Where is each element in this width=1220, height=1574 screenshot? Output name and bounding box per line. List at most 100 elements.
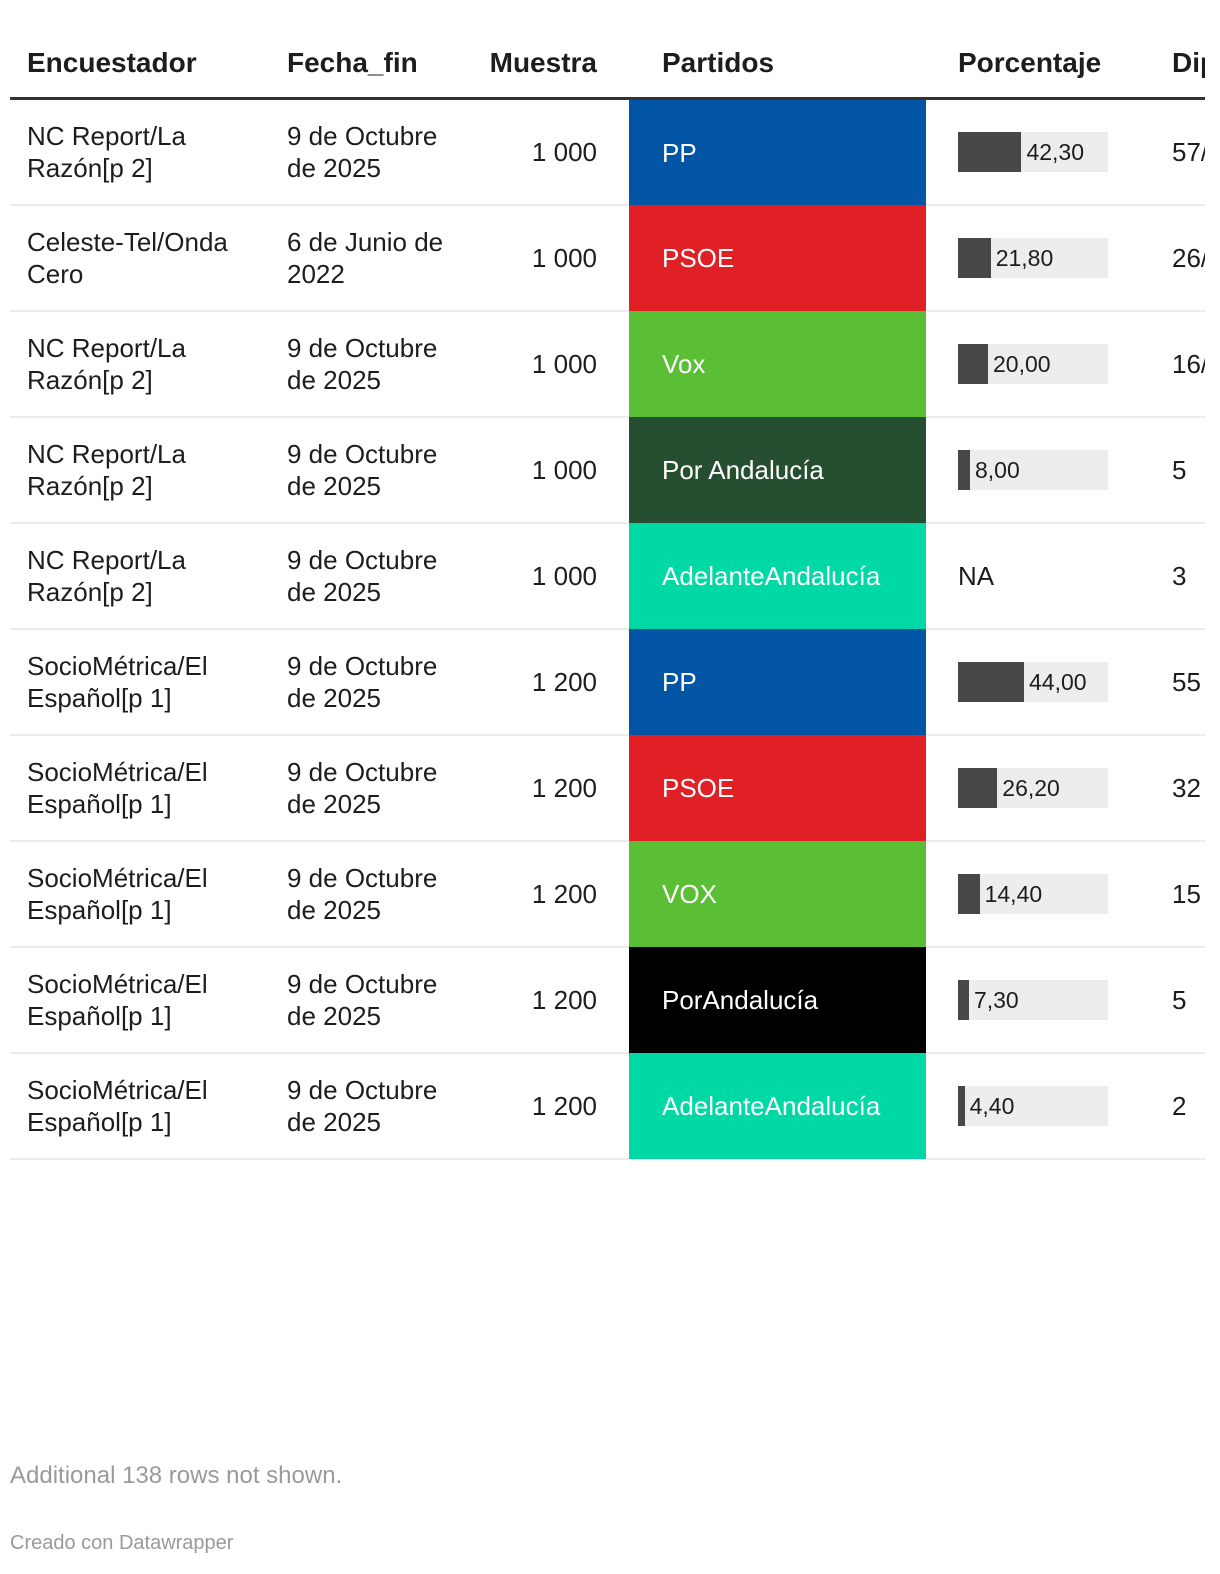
porcentaje-cell: 42,30 [926, 98, 1155, 206]
porcentaje-bar-fill [958, 132, 1022, 172]
porcentaje-cell: 20,00 [926, 311, 1155, 418]
dip-cell: 16/ [1155, 311, 1205, 418]
header-partidos[interactable]: Partidos [629, 28, 926, 100]
header-porcentaje[interactable]: Porcentaje [926, 28, 1155, 100]
porcentaje-cell: 44,00 [926, 629, 1155, 736]
header-row: Encuestador Fecha_fin Muestra Partidos P… [10, 28, 1205, 100]
porcentaje-bar: 42,30 [958, 132, 1108, 172]
dip-cell: 26/ [1155, 205, 1205, 312]
porcentaje-bar-fill [958, 450, 970, 490]
table-container: Encuestador Fecha_fin Muestra Partidos P… [10, 28, 1205, 1160]
dip-cell: 57/ [1155, 98, 1205, 206]
porcentaje-bar-fill [958, 768, 998, 808]
encuestador-cell: SocioMétrica/El Español[p 1] [10, 1053, 270, 1160]
fecha-cell: 9 de Octubre de 2025 [270, 311, 450, 418]
partido-cell: PP [629, 98, 926, 205]
porcentaje-value: 44,00 [1029, 669, 1087, 695]
table-row: NC Report/La Razón[p 2] 9 de Octubre de 2… [10, 311, 1205, 418]
table-row: SocioMétrica/El Español[p 1] 9 de Octubre… [10, 841, 1205, 948]
muestra-cell: 1 000 [450, 523, 629, 630]
porcentaje-value: 4,40 [969, 1093, 1015, 1119]
porcentaje-bar: 7,30 [958, 980, 1108, 1020]
dip-cell: 15 [1155, 841, 1205, 948]
table-row: SocioMétrica/El Español[p 1] 9 de Octubre… [10, 947, 1205, 1054]
porcentaje-bar: 4,40 [958, 1086, 1108, 1126]
table-row: NC Report/La Razón[p 2] 9 de Octubre de 2… [10, 417, 1205, 524]
partido-cell: PSOE [629, 205, 926, 311]
partido-cell: AdelanteAndalucía [629, 1053, 926, 1159]
porcentaje-bar: 20,00 [958, 344, 1108, 384]
partido-cell: Por Andalucía [629, 417, 926, 523]
porcentaje-bar-fill [958, 238, 991, 278]
header-muestra[interactable]: Muestra [450, 28, 629, 100]
header-dip[interactable]: Dip [1155, 28, 1205, 100]
porcentaje-cell: 26,20 [926, 735, 1155, 842]
porcentaje-cell: 8,00 [926, 417, 1155, 524]
partido-cell: VOX [629, 841, 926, 947]
porcentaje-value: 8,00 [975, 457, 1020, 483]
porcentaje-cell: 21,80 [926, 205, 1155, 312]
dip-cell: 5 [1155, 417, 1205, 524]
fecha-cell: 9 de Octubre de 2025 [270, 841, 450, 948]
table-row: SocioMétrica/El Español[p 1] 9 de Octubre… [10, 1053, 1205, 1160]
encuestador-cell: NC Report/La Razón[p 2] [10, 417, 270, 524]
porcentaje-bar: 44,00 [958, 662, 1108, 702]
table-row: NC Report/La Razón[p 2] 9 de Octubre de 2… [10, 523, 1205, 630]
partido-cell: PP [629, 629, 926, 735]
fecha-cell: 9 de Octubre de 2025 [270, 1053, 450, 1160]
porcentaje-bar: 14,40 [958, 874, 1108, 914]
partido-cell: Vox [629, 311, 926, 417]
porcentaje-value: 14,40 [984, 881, 1043, 907]
table-row: SocioMétrica/El Español[p 1] 9 de Octubre… [10, 735, 1205, 842]
polls-table: Encuestador Fecha_fin Muestra Partidos P… [10, 28, 1205, 1160]
porcentaje-cell: 14,40 [926, 841, 1155, 948]
encuestador-cell: NC Report/La Razón[p 2] [10, 311, 270, 418]
muestra-cell: 1 000 [450, 311, 629, 418]
fecha-cell: 9 de Octubre de 2025 [270, 629, 450, 736]
muestra-cell: 1 200 [450, 1053, 629, 1160]
table-row: NC Report/La Razón[p 2] 9 de Octubre de 2… [10, 98, 1205, 206]
porcentaje-value: 20,00 [993, 351, 1051, 377]
dip-cell: 5 [1155, 947, 1205, 1054]
porcentaje-value: 42,30 [1026, 139, 1084, 165]
encuestador-cell: SocioMétrica/El Español[p 1] [10, 841, 270, 948]
encuestador-cell: Celeste-Tel/Onda Cero [10, 205, 270, 312]
encuestador-cell: SocioMétrica/El Español[p 1] [10, 947, 270, 1054]
encuestador-cell: NC Report/La Razón[p 2] [10, 523, 270, 630]
porcentaje-value: 21,80 [995, 245, 1054, 271]
header-encuestador[interactable]: Encuestador [10, 28, 270, 100]
encuestador-cell: SocioMétrica/El Español[p 1] [10, 629, 270, 736]
porcentaje-bar-fill [958, 1086, 965, 1126]
fecha-cell: 9 de Octubre de 2025 [270, 947, 450, 1054]
muestra-cell: 1 000 [450, 205, 629, 312]
fecha-cell: 9 de Octubre de 2025 [270, 735, 450, 842]
dip-cell: 2 [1155, 1053, 1205, 1160]
partido-cell: PorAndalucía [629, 947, 926, 1053]
fecha-cell: 6 de Junio de 2022 [270, 205, 450, 312]
encuestador-cell: NC Report/La Razón[p 2] [10, 98, 270, 206]
porcentaje-bar: 21,80 [958, 238, 1108, 278]
table-row: SocioMétrica/El Español[p 1] 9 de Octubre… [10, 629, 1205, 736]
porcentaje-bar: 26,20 [958, 768, 1108, 808]
porcentaje-bar-fill [958, 980, 969, 1020]
porcentaje-bar-fill [958, 662, 1024, 702]
dip-cell: 3 [1155, 523, 1205, 630]
muestra-cell: 1 000 [450, 98, 629, 206]
porcentaje-bar-fill [958, 344, 988, 384]
muestra-cell: 1 200 [450, 841, 629, 948]
encuestador-cell: SocioMétrica/El Español[p 1] [10, 735, 270, 842]
muestra-cell: 1 000 [450, 417, 629, 524]
porcentaje-value: 7,30 [973, 987, 1019, 1013]
table-row: Celeste-Tel/Onda Cero 6 de Junio de 2022 1… [10, 205, 1205, 312]
partido-cell: AdelanteAndalucía [629, 523, 926, 629]
porcentaje-cell: NA [926, 523, 1155, 630]
dip-cell: 32 [1155, 735, 1205, 842]
datawrapper-credit[interactable]: Creado con Datawrapper [10, 1532, 234, 1554]
muestra-cell: 1 200 [450, 629, 629, 736]
porcentaje-cell: 4,40 [926, 1053, 1155, 1160]
porcentaje-bar: 8,00 [958, 450, 1108, 490]
porcentaje-value: 26,20 [1002, 775, 1060, 801]
header-fecha-fin[interactable]: Fecha_fin [270, 28, 450, 100]
fecha-cell: 9 de Octubre de 2025 [270, 523, 450, 630]
porcentaje-bar-fill [958, 874, 980, 914]
